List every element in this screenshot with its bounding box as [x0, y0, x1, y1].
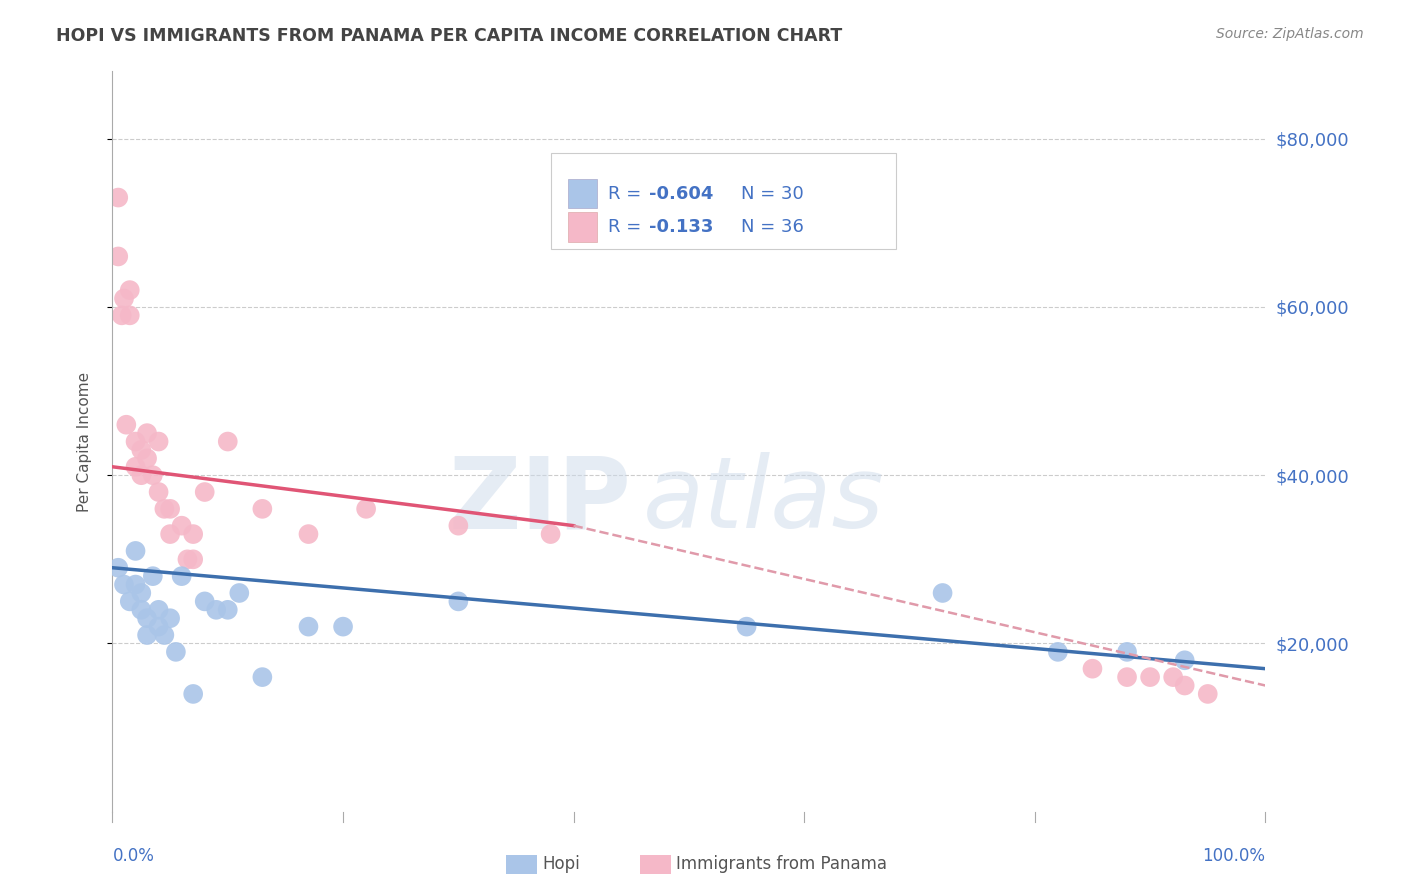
Point [118, 594, 141, 608]
Text: ZIP: ZIP [449, 452, 631, 549]
Point [107, 190, 129, 204]
Text: N = 36: N = 36 [741, 218, 804, 235]
Point [1116, 670, 1139, 684]
Point [1197, 687, 1219, 701]
Point [181, 552, 204, 566]
Text: atlas: atlas [643, 452, 884, 549]
Point [136, 451, 159, 466]
Point [129, 468, 153, 483]
Point [1161, 670, 1184, 684]
Point [297, 527, 319, 541]
Point [735, 619, 758, 633]
Point [194, 485, 217, 500]
Point [148, 485, 170, 500]
Point [217, 434, 239, 449]
Point [297, 619, 319, 633]
Point [181, 687, 204, 701]
Point [205, 603, 228, 617]
Point [252, 501, 274, 516]
Point [107, 560, 129, 574]
Point [1174, 679, 1197, 693]
Point [1174, 653, 1197, 667]
Point [129, 442, 153, 457]
Point [136, 611, 159, 625]
Text: -0.604: -0.604 [648, 185, 713, 202]
Point [148, 603, 170, 617]
Point [111, 309, 134, 323]
Point [129, 603, 153, 617]
Point [148, 619, 170, 633]
Point [447, 518, 470, 533]
Point [447, 594, 470, 608]
Text: Hopi: Hopi [543, 855, 581, 873]
Text: Source: ZipAtlas.com: Source: ZipAtlas.com [1216, 27, 1364, 41]
Text: Immigrants from Panama: Immigrants from Panama [676, 855, 887, 873]
Point [136, 628, 159, 642]
Point [1081, 662, 1104, 676]
Point [118, 283, 141, 297]
Point [159, 611, 181, 625]
Point [228, 586, 250, 600]
Text: HOPI VS IMMIGRANTS FROM PANAMA PER CAPITA INCOME CORRELATION CHART: HOPI VS IMMIGRANTS FROM PANAMA PER CAPIT… [56, 27, 842, 45]
Point [124, 577, 146, 591]
Point [124, 434, 146, 449]
Point [148, 434, 170, 449]
Text: N = 30: N = 30 [741, 185, 804, 202]
Point [931, 586, 953, 600]
Text: 0.0%: 0.0% [112, 847, 155, 865]
Point [124, 544, 146, 558]
Point [142, 569, 165, 583]
Point [354, 501, 377, 516]
Point [107, 250, 129, 264]
Point [217, 603, 239, 617]
Point [118, 309, 141, 323]
Point [136, 426, 159, 441]
Point [159, 527, 181, 541]
Point [159, 501, 181, 516]
Text: 100.0%: 100.0% [1202, 847, 1265, 865]
Y-axis label: Per Capita Income: Per Capita Income [77, 371, 91, 512]
Point [332, 619, 354, 633]
Text: -0.133: -0.133 [648, 218, 713, 235]
Point [252, 670, 274, 684]
Point [142, 468, 165, 483]
Point [176, 552, 198, 566]
Point [112, 292, 135, 306]
Point [1116, 645, 1139, 659]
Point [1139, 670, 1161, 684]
Point [129, 586, 153, 600]
Point [181, 527, 204, 541]
Text: R =: R = [609, 185, 647, 202]
Point [170, 569, 193, 583]
Point [1046, 645, 1069, 659]
Text: R =: R = [609, 218, 647, 235]
Point [170, 518, 193, 533]
Point [112, 577, 135, 591]
Point [540, 527, 562, 541]
Point [153, 628, 176, 642]
Point [124, 459, 146, 474]
Point [153, 501, 176, 516]
Point [165, 645, 187, 659]
Point [194, 594, 217, 608]
Point [115, 417, 138, 432]
